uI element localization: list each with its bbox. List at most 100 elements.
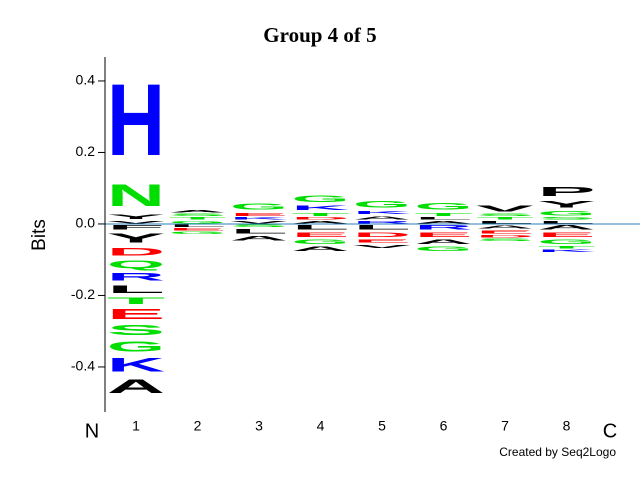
logo-letter-group: V xyxy=(353,244,411,249)
logo-letter-group: Y xyxy=(107,213,165,220)
logo-letter: S xyxy=(538,217,596,221)
logo-letter-group: Y xyxy=(538,199,596,210)
logo-letter: V xyxy=(107,220,165,224)
logo-letter: G xyxy=(292,238,350,245)
y-tick-label: 0.2 xyxy=(76,143,96,159)
logo-letter: T xyxy=(292,211,350,216)
logo-letter: K xyxy=(292,204,350,211)
logo-letter: V xyxy=(353,244,411,249)
logo-letter: L xyxy=(292,224,350,231)
logo-letter-group: A xyxy=(415,220,473,224)
logo-letter: E xyxy=(538,231,596,238)
logo-letter: A xyxy=(415,220,473,224)
logo-letter: L xyxy=(169,224,227,228)
x-tick-label: 4 xyxy=(317,418,325,434)
x-tick-label: 1 xyxy=(132,418,140,434)
logo-letter-group: R xyxy=(353,220,411,224)
logo-letter-group: A xyxy=(292,245,350,252)
logo-letter-group: G xyxy=(292,238,350,245)
logo-letter-group: A xyxy=(476,224,534,229)
logo-letter: S xyxy=(169,213,227,217)
logo-letter: D xyxy=(107,246,165,258)
logo-letter-group: T xyxy=(292,211,350,216)
logo-letter-group: G xyxy=(169,220,227,224)
logo-letter-group: E xyxy=(292,231,350,238)
logo-letter: G xyxy=(292,194,350,205)
logo-letter: S xyxy=(230,224,288,228)
logo-letter-group: L xyxy=(476,220,534,224)
logo-letter: E xyxy=(107,306,165,322)
logo-letter: G xyxy=(538,238,596,245)
logo-letter: Y xyxy=(107,231,165,245)
logo-letter: D xyxy=(292,217,350,221)
logo-letter-group: S xyxy=(169,213,227,217)
logo-letter-group: G xyxy=(415,245,473,252)
logo-letter-group: R xyxy=(415,224,473,231)
logo-letter: S xyxy=(476,238,534,242)
logo-letter: A xyxy=(415,238,473,245)
logo-letter: T xyxy=(169,217,227,221)
logo-letter: R xyxy=(415,224,473,231)
logo-letter-group: T xyxy=(476,217,534,221)
logo-letter-group: A xyxy=(292,220,350,224)
logo-letter: S xyxy=(107,323,165,339)
n-terminus-label: N xyxy=(85,420,99,442)
logo-letter-group: F xyxy=(107,224,165,231)
logo-letter: A xyxy=(292,245,350,252)
logo-letter-group: K xyxy=(292,204,350,211)
logo-letter: T xyxy=(107,296,165,307)
logo-letter-group: E xyxy=(538,231,596,238)
logo-letter: G xyxy=(107,338,165,354)
logo-letter: A xyxy=(538,224,596,231)
logo-letter: E xyxy=(353,238,411,243)
logo-letter-group: A xyxy=(538,224,596,231)
logo-letter: S xyxy=(476,213,534,217)
logo-letter-group: E xyxy=(169,228,227,232)
logo-letter-group: L xyxy=(538,220,596,224)
logo-letter: A xyxy=(230,235,288,242)
logo-letter-group: S xyxy=(230,224,288,228)
logo-letter: K xyxy=(230,217,288,221)
y-axis-label: Bits xyxy=(29,219,50,251)
logo-letter-group: G xyxy=(292,194,350,205)
logo-letter: A xyxy=(169,210,227,214)
x-tick-label: 8 xyxy=(563,418,571,434)
logo-letter: T xyxy=(476,217,534,221)
logo-letter: Y xyxy=(107,213,165,220)
logo-letter: A xyxy=(353,215,411,220)
logo-letter-group: A xyxy=(107,376,165,397)
logo-letter-group: K xyxy=(230,217,288,221)
logo-letter-group: D xyxy=(476,235,534,239)
logo-letter-group: R xyxy=(107,271,165,283)
logo-letter-group: H xyxy=(107,64,165,177)
logo-letter: G xyxy=(353,199,411,210)
logo-letter-group: D xyxy=(292,217,350,221)
logo-letter-group: L xyxy=(415,217,473,221)
logo-letter: K xyxy=(538,249,596,253)
logo-letter-group: D xyxy=(107,246,165,258)
logo-letter: K xyxy=(353,210,411,215)
logo-letter: V xyxy=(230,220,288,224)
logo-letter: G xyxy=(415,245,473,252)
logo-letter: G xyxy=(169,231,227,235)
logo-letter-group: G xyxy=(353,199,411,210)
logo-letter: A xyxy=(107,376,165,397)
y-tick-label: -0.4 xyxy=(71,358,95,374)
logo-letter: L xyxy=(476,220,534,224)
logo-letter-group: G xyxy=(107,338,165,354)
logo-letter: R xyxy=(107,271,165,283)
logo-letter: T xyxy=(538,245,596,249)
logo-letter: R xyxy=(353,220,411,224)
logo-letter: G xyxy=(415,201,473,212)
logo-letter: Q xyxy=(107,258,165,270)
logo-letter-group: G xyxy=(538,238,596,245)
logo-letter-group: G xyxy=(538,210,596,217)
logo-letter: E xyxy=(476,229,534,234)
logo-letter-group: V xyxy=(476,204,534,213)
logo-letter: E xyxy=(230,211,288,216)
logo-letter: G xyxy=(169,220,227,224)
logo-letter: H xyxy=(107,64,165,177)
logo-letter-group: A xyxy=(415,238,473,245)
